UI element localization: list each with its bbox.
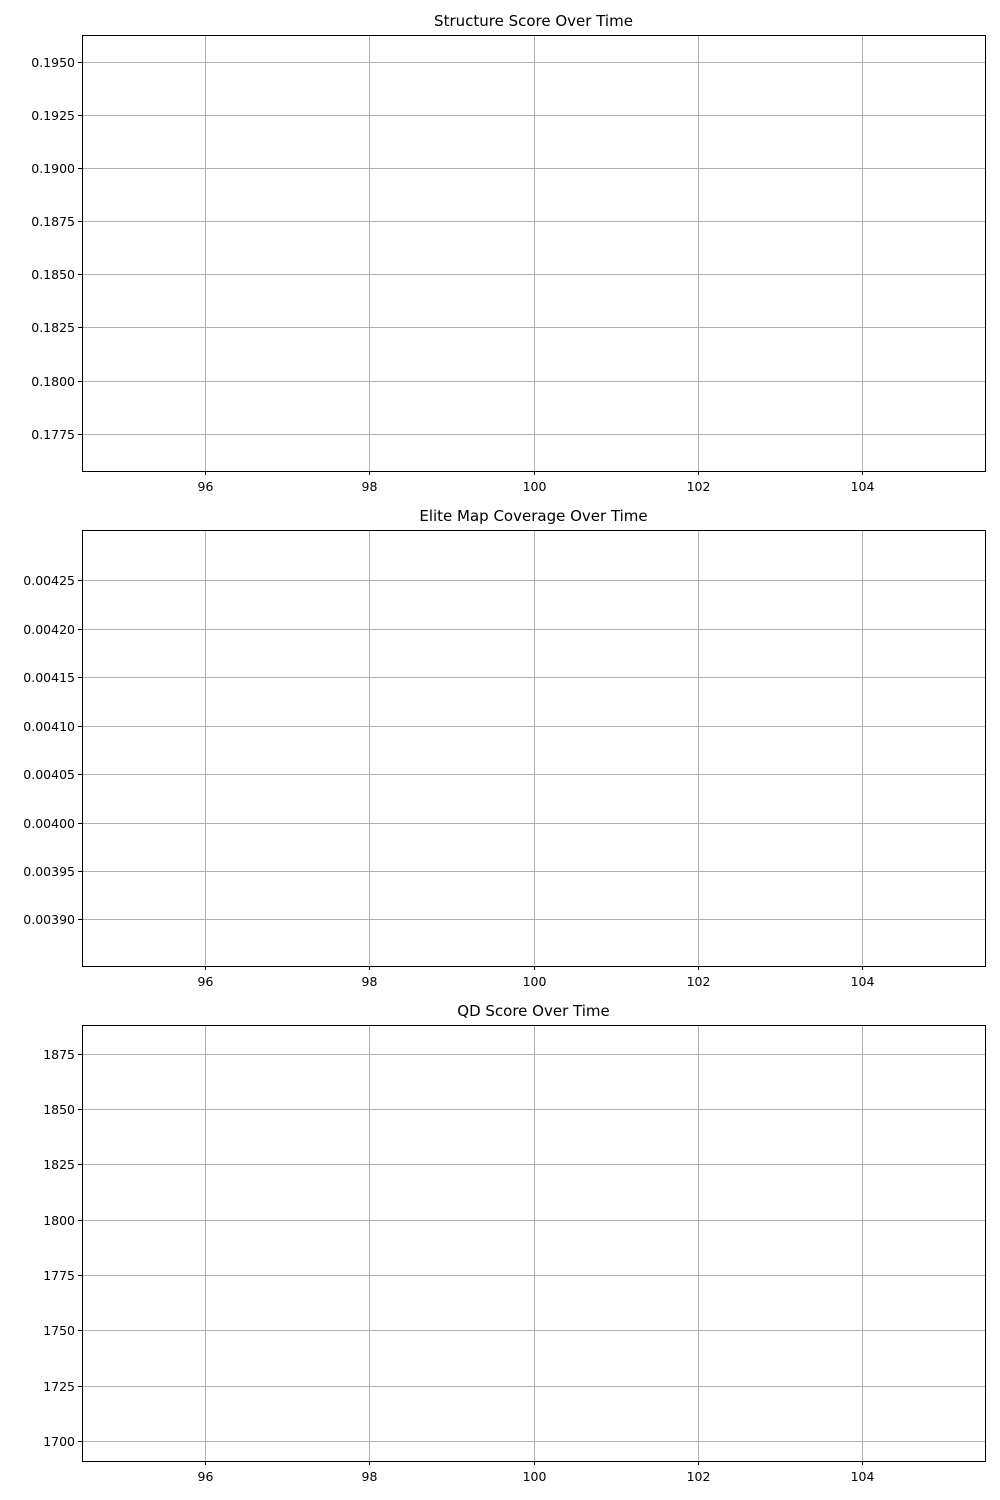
y-tick-label: 0.1850: [31, 267, 75, 282]
grid: [82, 530, 985, 966]
plot-area: [82, 530, 986, 967]
chart-title: QD Score Over Time: [457, 1002, 609, 1020]
y-tick-label: 1800: [43, 1213, 75, 1228]
y-axis: 1700 1725 1750 1775 1800 1825 1850 1875: [43, 1047, 82, 1449]
x-tick-label: 102: [687, 974, 711, 989]
subplot-structure-score: Structure Score Over Time 96 98 100 102 104 …: [31, 12, 986, 494]
x-tick-label: 104: [851, 479, 875, 494]
plot-area: [82, 35, 986, 472]
y-tick-label: 0.00390: [23, 912, 75, 927]
chart-title: Structure Score Over Time: [434, 12, 633, 30]
y-tick-label: 0.00410: [23, 719, 75, 734]
y-tick-label: 0.1825: [31, 320, 75, 335]
y-tick-label: 0.00395: [23, 864, 75, 879]
y-tick-label: 0.00405: [23, 767, 75, 782]
y-axis: 0.00390 0.00395 0.00400 0.00405 0.00410 0.004…: [23, 573, 82, 927]
chart-title: Elite Map Coverage Over Time: [419, 507, 647, 525]
y-tick-label: 1725: [43, 1379, 75, 1394]
subplot-qd-score: QD Score Over Time 96 98 100 102 104 1700 172…: [43, 1002, 986, 1484]
y-tick-label: 0.1775: [31, 427, 75, 442]
grid: [82, 1025, 985, 1461]
y-tick-label: 0.00420: [23, 622, 75, 637]
y-tick-label: 1825: [43, 1157, 75, 1172]
x-tick-label: 100: [523, 479, 547, 494]
y-tick-label: 0.00425: [23, 573, 75, 588]
x-axis: 96 98 100 102 104: [198, 966, 875, 989]
y-tick-label: 1700: [43, 1434, 75, 1449]
x-tick-label: 102: [687, 479, 711, 494]
x-tick-label: 98: [362, 1469, 378, 1484]
y-axis: 0.1775 0.1800 0.1825 0.1850 0.1875 0.1900 0.19…: [31, 55, 82, 442]
y-tick-label: 1775: [43, 1268, 75, 1283]
y-tick-label: 1750: [43, 1323, 75, 1338]
x-tick-label: 100: [523, 1469, 547, 1484]
y-tick-label: 1875: [43, 1047, 75, 1062]
x-tick-label: 102: [687, 1469, 711, 1484]
y-tick-label: 0.00415: [23, 670, 75, 685]
x-tick-label: 96: [198, 1469, 214, 1484]
y-tick-label: 0.1800: [31, 374, 75, 389]
grid: [82, 35, 985, 471]
subplot-elite-map-coverage: Elite Map Coverage Over Time 96 98 100 102 1…: [23, 507, 986, 989]
x-tick-label: 100: [523, 974, 547, 989]
x-tick-label: 98: [362, 479, 378, 494]
x-tick-label: 96: [198, 974, 214, 989]
y-tick-label: 0.1900: [31, 161, 75, 176]
x-axis: 96 98 100 102 104: [198, 1461, 875, 1484]
x-tick-label: 104: [851, 1469, 875, 1484]
y-tick-label: 0.1925: [31, 108, 75, 123]
plot-area: [82, 1025, 986, 1462]
x-tick-label: 96: [198, 479, 214, 494]
x-tick-label: 104: [851, 974, 875, 989]
y-tick-label: 1850: [43, 1102, 75, 1117]
x-tick-label: 98: [362, 974, 378, 989]
y-tick-label: 0.1950: [31, 55, 75, 70]
x-axis: 96 98 100 102 104: [198, 471, 875, 494]
y-tick-label: 0.00400: [23, 816, 75, 831]
y-tick-label: 0.1875: [31, 214, 75, 229]
